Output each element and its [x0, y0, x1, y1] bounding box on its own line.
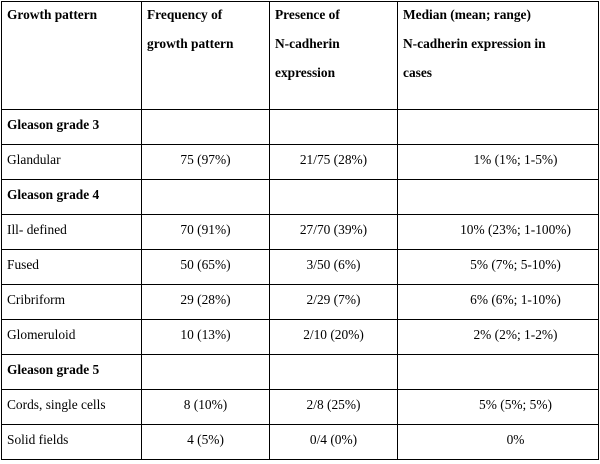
table-row: Glomeruloid 10 (13%) 2/10 (20%) 2% (2%; … [1, 319, 599, 355]
table-cell: 4 (5%) [141, 424, 270, 460]
table-cell [397, 179, 599, 215]
table-cell: Cords, single cells [1, 389, 142, 425]
table-row: Gleason grade 5 [1, 354, 599, 390]
table-cell: 2/10 (20%) [269, 319, 398, 355]
table-body: Gleason grade 3 Glandular 75 (97%) 21/75… [1, 109, 599, 460]
header-line: Growth pattern [7, 7, 98, 22]
table-cell: 10% (23%; 1-100%) [397, 214, 599, 250]
header-line: N-cadherin expression in [403, 36, 546, 51]
table-cell [141, 354, 270, 390]
table-row: Gleason grade 4 [1, 179, 599, 215]
table-cell: 2/8 (25%) [269, 389, 398, 425]
header-growth-pattern: Growth pattern [1, 1, 142, 110]
table-row: Solid fields 4 (5%) 0/4 (0%) 0% [1, 424, 599, 460]
header-line: Median (mean; range) [403, 7, 531, 22]
table-cell: Glomeruloid [1, 319, 142, 355]
table-row: Fused 50 (65%) 3/50 (6%) 5% (7%; 5-10%) [1, 249, 599, 285]
table-cell: Gleason grade 3 [1, 109, 142, 145]
table-row: Glandular 75 (97%) 21/75 (28%) 1% (1%; 1… [1, 144, 599, 180]
table-cell [269, 354, 398, 390]
header-row: Growth pattern Frequency of growth patte… [1, 1, 599, 110]
header-median: Median (mean; range) N-cadherin expressi… [397, 1, 599, 110]
header-line: Presence of [275, 7, 340, 22]
table-cell: 21/75 (28%) [269, 144, 398, 180]
table-cell: Gleason grade 4 [1, 179, 142, 215]
table-cell: Solid fields [1, 424, 142, 460]
table-cell: 8 (10%) [141, 389, 270, 425]
table-row: Ill- defined 70 (91%) 27/70 (39%) 10% (2… [1, 214, 599, 250]
table-cell [269, 179, 398, 215]
table-row: Gleason grade 3 [1, 109, 599, 145]
table-cell: 6% (6%; 1-10%) [397, 284, 599, 320]
table-cell [141, 109, 270, 145]
header-line: N-cadherin [275, 36, 340, 51]
table-cell: 0/4 (0%) [269, 424, 398, 460]
table-row: Cribriform 29 (28%) 2/29 (7%) 6% (6%; 1-… [1, 284, 599, 320]
table-cell: 1% (1%; 1-5%) [397, 144, 599, 180]
table-cell: 27/70 (39%) [269, 214, 398, 250]
header-line: expression [275, 65, 336, 80]
table-cell: 70 (91%) [141, 214, 270, 250]
table-cell [397, 109, 599, 145]
table-cell: 2/29 (7%) [269, 284, 398, 320]
table-cell: Cribriform [1, 284, 142, 320]
table-cell: Glandular [1, 144, 142, 180]
table-cell: Fused [1, 249, 142, 285]
table-row: Cords, single cells 8 (10%) 2/8 (25%) 5%… [1, 389, 599, 425]
table-cell [269, 109, 398, 145]
table-cell: 5% (7%; 5-10%) [397, 249, 599, 285]
table-cell: 10 (13%) [141, 319, 270, 355]
table-cell: 29 (28%) [141, 284, 270, 320]
table-cell: 5% (5%; 5%) [397, 389, 599, 425]
table-cell: 2% (2%; 1-2%) [397, 319, 599, 355]
header-line: cases [403, 65, 433, 80]
table-cell: 3/50 (6%) [269, 249, 398, 285]
header-frequency: Frequency of growth pattern [141, 1, 270, 110]
header-presence: Presence of N-cadherin expression [269, 1, 398, 110]
table-cell [141, 179, 270, 215]
header-line: growth pattern [147, 36, 234, 51]
table-cell: Gleason grade 5 [1, 354, 142, 390]
header-line: Frequency of [147, 7, 223, 22]
table-cell [397, 354, 599, 390]
table-cell: 0% [397, 424, 599, 460]
table-cell: 50 (65%) [141, 249, 270, 285]
table-cell: 75 (97%) [141, 144, 270, 180]
table-cell: Ill- defined [1, 214, 142, 250]
